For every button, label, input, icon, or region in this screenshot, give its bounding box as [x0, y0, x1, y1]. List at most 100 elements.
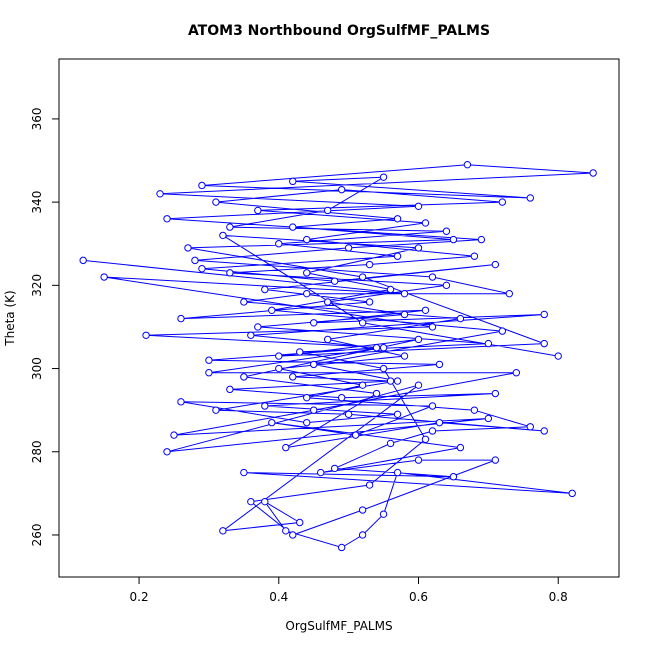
data-point — [240, 468, 248, 477]
data-point — [254, 323, 262, 331]
y-axis-title: Theta (K) — [3, 290, 17, 346]
data-point — [428, 402, 437, 410]
data-point — [337, 185, 346, 194]
data-point — [344, 244, 353, 252]
data-point — [296, 518, 304, 527]
x-tick-label: 0.4 — [269, 590, 288, 604]
data-point — [212, 198, 220, 206]
data-point — [261, 497, 269, 506]
data-point — [163, 215, 171, 223]
data-point — [491, 389, 500, 398]
data-point — [379, 510, 388, 518]
data-point — [323, 206, 332, 215]
data-point — [470, 406, 479, 414]
data-point — [428, 323, 437, 331]
data-point — [289, 223, 297, 231]
data-point — [365, 260, 374, 269]
data-point — [296, 348, 304, 356]
data-point — [470, 252, 479, 260]
y-tick-label: 320 — [30, 274, 44, 297]
data-point — [365, 298, 374, 306]
data-point — [344, 410, 353, 419]
data-point — [414, 244, 423, 252]
data-point — [526, 194, 534, 202]
data-point — [170, 431, 178, 439]
data-point — [442, 227, 451, 235]
data-point — [212, 406, 220, 414]
data-point — [386, 377, 395, 385]
y-tick-label: 280 — [30, 440, 44, 463]
data-point — [428, 427, 437, 435]
data-point — [303, 393, 311, 402]
x-axis-title: OrgSulfMF_PALMS — [285, 619, 392, 633]
data-point — [414, 335, 423, 344]
data-point — [428, 273, 437, 281]
data-point — [540, 427, 548, 435]
data-point — [261, 402, 269, 410]
data-point — [247, 331, 255, 339]
data-point — [484, 339, 493, 348]
data-point — [303, 235, 311, 244]
y-tick-label: 340 — [30, 191, 44, 214]
x-tick-label: 0.8 — [549, 590, 568, 604]
data-point — [310, 406, 318, 414]
data-point — [289, 373, 297, 381]
data-point — [379, 344, 388, 352]
data-point — [414, 381, 423, 389]
data-point — [414, 202, 423, 210]
data-point — [358, 319, 367, 327]
data-point — [205, 356, 213, 364]
data-point — [142, 331, 150, 339]
data-point — [421, 219, 430, 227]
x-tick-label: 0.6 — [409, 590, 428, 604]
data-point — [484, 414, 493, 423]
data-point — [589, 169, 597, 177]
data-point — [393, 468, 402, 477]
data-point — [79, 256, 87, 265]
data-point — [512, 369, 521, 377]
data-point — [393, 215, 402, 223]
y-tick-label: 360 — [30, 107, 44, 130]
data-point — [372, 389, 381, 398]
data-point — [386, 439, 395, 448]
data-point — [414, 456, 423, 464]
data-point — [365, 481, 374, 489]
plot-frame — [58, 58, 620, 578]
data-point — [568, 489, 576, 498]
data-point — [498, 327, 507, 335]
data-point — [372, 344, 381, 352]
data-point — [219, 527, 227, 535]
data-point — [323, 298, 332, 306]
data-point — [491, 456, 500, 464]
data-point — [421, 306, 430, 315]
data-point — [393, 252, 402, 260]
data-point — [268, 306, 276, 315]
data-point — [358, 506, 367, 514]
data-point — [393, 410, 402, 419]
data-point — [226, 223, 234, 231]
data-point — [226, 269, 234, 277]
y-tick-label: 300 — [30, 357, 44, 380]
data-point — [177, 314, 185, 323]
data-point — [491, 260, 500, 269]
data-point — [505, 289, 514, 298]
data-point — [435, 418, 444, 427]
data-point — [303, 269, 311, 277]
data-point — [379, 364, 388, 373]
data-point — [289, 177, 297, 186]
data-point — [449, 473, 458, 481]
data-point — [358, 531, 367, 539]
data-point — [316, 468, 325, 477]
data-point — [310, 360, 318, 369]
data-point — [456, 443, 465, 452]
data-point — [198, 181, 206, 190]
data-point — [254, 206, 262, 215]
data-point — [268, 418, 276, 427]
data-point — [240, 373, 248, 381]
data-point — [184, 244, 192, 252]
data-point — [337, 543, 346, 552]
data-point — [282, 527, 290, 535]
data-point — [310, 319, 318, 327]
